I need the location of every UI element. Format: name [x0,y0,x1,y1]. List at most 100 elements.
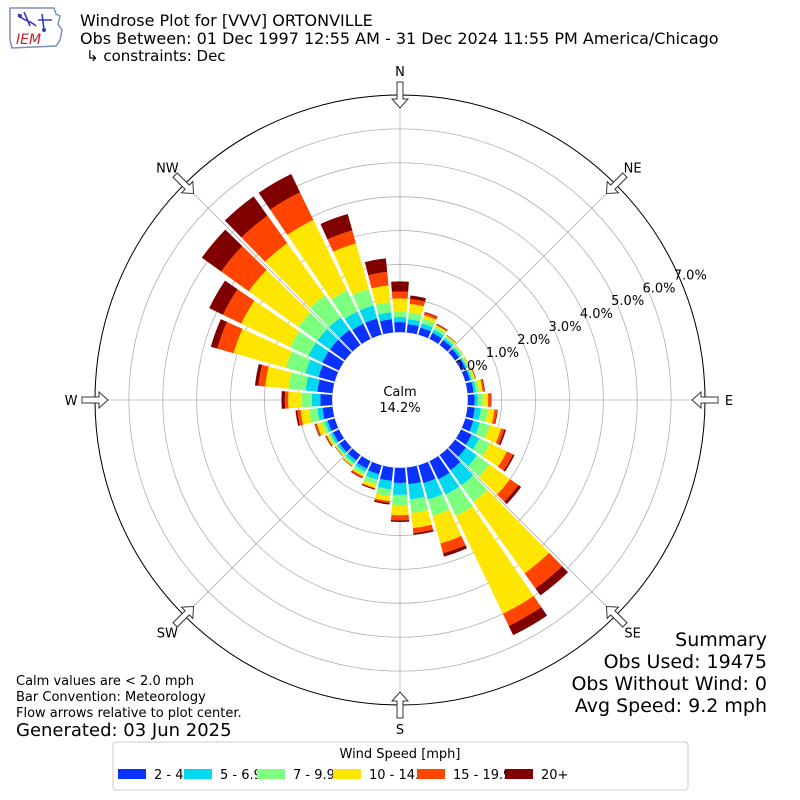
bar-segment [445,335,456,344]
bar-segment [410,295,426,302]
bar-segment [393,467,407,484]
bar-segment [463,356,470,367]
legend-label: 5 - 6.9 [220,768,262,783]
bar-segment [327,230,356,252]
bar-segment [361,484,376,490]
bar-segment [327,418,339,431]
bar-segment [352,468,364,477]
bar-segment [455,506,534,614]
bar-segment [339,329,361,352]
bar-segment [298,312,328,341]
bar-segment [265,366,292,389]
bar-segment [455,345,464,355]
bar-segment [331,290,358,319]
bar-segment [317,379,335,394]
bar-segment [362,480,377,489]
bar-segment [258,174,301,210]
bar-segment [408,482,425,500]
bar-segment [465,434,480,450]
direction-label: NW [156,161,179,176]
bar-segment [379,465,394,481]
bar-segment [439,448,461,471]
bar-segment [322,351,345,371]
bar-segment [504,485,522,505]
radial-tick-labels: 0.0%1.0%2.0%3.0%4.0%5.0%6.0%7.0% [455,268,707,374]
bar-segment [427,494,450,516]
footer-flow-note: Flow arrows relative to plot center. [16,706,242,721]
bar-segment [497,479,519,502]
bar-segment [421,318,435,328]
bar-segment [347,448,361,461]
bar-segment [391,281,409,292]
bar-segment [482,393,489,407]
bar-segment [418,327,431,339]
bar-segment [393,311,407,318]
bar-segment [350,471,363,479]
bar-segment [508,607,548,636]
bar-segment [344,311,364,331]
bar-segment [448,349,460,361]
iem-logo: IEM [9,7,63,49]
footer-generated: Generated: 03 Jun 2025 [16,720,232,741]
direction-label: W [65,394,78,409]
bar-segment [287,219,348,300]
bar-segment [315,423,322,437]
summary-obs-without-wind: Obs Without Wind: 0 [571,673,767,695]
bar-segment [342,458,353,467]
legend-label: 20+ [541,768,568,783]
bar-segment [446,334,457,343]
bar-segment [288,372,309,391]
bar-segment [392,494,408,506]
bar-segment [462,356,470,367]
bar-segment [469,367,476,380]
bar-segment [305,376,320,392]
legend-swatch [257,769,285,779]
bar-segment [344,455,355,465]
calm-label: Calm [383,385,416,400]
bar-segment [408,312,422,322]
bar-segment [535,566,569,596]
bar-segment [433,326,446,336]
bar-segment [408,303,424,315]
bar-segment [461,357,469,368]
bar-segment [324,420,332,433]
bar-segment [467,394,475,406]
bar-segment [478,408,488,422]
direction-label: S [396,723,404,738]
bar-segment [406,465,421,485]
bar-segment [318,365,339,382]
bar-segment [314,423,320,437]
bar-segment [270,192,314,235]
bar-segment [335,446,344,456]
bar-segment [316,422,326,436]
bar-segment [335,445,344,456]
bar-segment [330,432,339,444]
flow-arrow-icon [691,390,719,410]
bar-segment [325,435,333,447]
legend-label: 7 - 9.9 [293,768,335,783]
legend-label: 15 - 19.9 [453,768,511,783]
bar-segment [390,514,410,521]
bar-segment [258,364,269,387]
bar-segment [345,453,357,464]
direction-label: N [395,65,405,80]
bar-segment [209,280,238,315]
bar-segment [281,391,286,409]
bar-segment [320,214,353,240]
bar-segment [333,243,369,295]
direction-arrows [81,81,719,719]
bar-segment [393,316,407,323]
bar-segment [461,370,471,382]
bar-segment [328,317,350,339]
bar-segment [438,472,460,495]
footer-calm-note: Calm values are < 2.0 mph [16,674,194,689]
grid-spoke [447,184,616,353]
bar-segment [461,418,474,432]
bar-segment [413,529,434,535]
bar-segment [473,489,550,574]
bar-segment [429,332,443,345]
bar-segment [329,339,352,361]
bar-segment [495,428,505,445]
bar-segment [423,312,438,320]
bar-segment [473,380,480,393]
